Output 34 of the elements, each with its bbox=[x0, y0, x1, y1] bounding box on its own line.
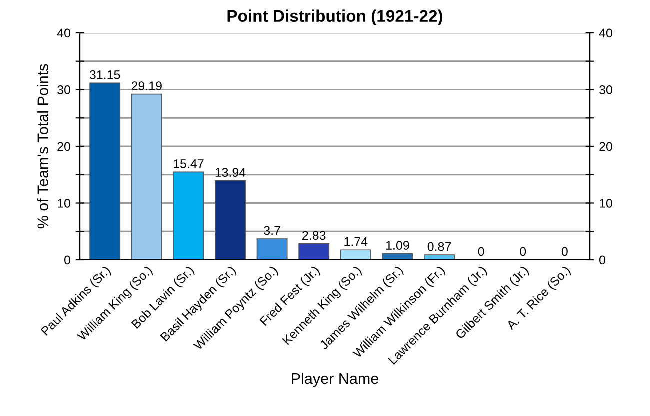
bar bbox=[382, 253, 414, 260]
data-label: 1.74 bbox=[344, 238, 368, 246]
y2-tick-label: 0 bbox=[600, 256, 606, 265]
bar bbox=[298, 244, 330, 260]
data-label: 15.47 bbox=[174, 160, 204, 168]
bar bbox=[256, 238, 288, 260]
data-label: 0 bbox=[520, 247, 526, 256]
y-tick-label: 10 bbox=[58, 199, 70, 208]
data-label: 3.7 bbox=[264, 226, 280, 236]
bar bbox=[340, 250, 372, 260]
data-label: 13.94 bbox=[216, 168, 246, 178]
y-tick-label: 40 bbox=[57, 28, 70, 38]
data-label: 0 bbox=[478, 247, 484, 256]
bar bbox=[173, 172, 204, 260]
data-label: 0 bbox=[562, 247, 568, 256]
data-label: 31.15 bbox=[90, 70, 120, 80]
y-tick-label: 20 bbox=[58, 142, 70, 152]
y2-tick-label: 30 bbox=[600, 86, 612, 94]
y-tick-label: 0 bbox=[64, 256, 70, 265]
y2-tick-label: 20 bbox=[600, 142, 612, 152]
data-label: 2.83 bbox=[302, 231, 326, 240]
y2-tick-label: 40 bbox=[599, 28, 612, 38]
y-tick-label: 30 bbox=[58, 86, 70, 94]
bar bbox=[131, 94, 162, 260]
data-label: 29.19 bbox=[132, 82, 162, 90]
chart-title: Point Distribution (1921-22) bbox=[228, 10, 443, 26]
bar bbox=[215, 180, 246, 260]
data-label: 1.09 bbox=[386, 241, 410, 250]
bar bbox=[90, 82, 121, 260]
x-axis-title: Player Name bbox=[292, 372, 378, 388]
y-axis-title: % of Team's Total Points bbox=[37, 64, 48, 229]
y2-tick-label: 10 bbox=[600, 199, 612, 208]
data-label: 0.87 bbox=[428, 242, 452, 252]
bar bbox=[424, 254, 455, 260]
